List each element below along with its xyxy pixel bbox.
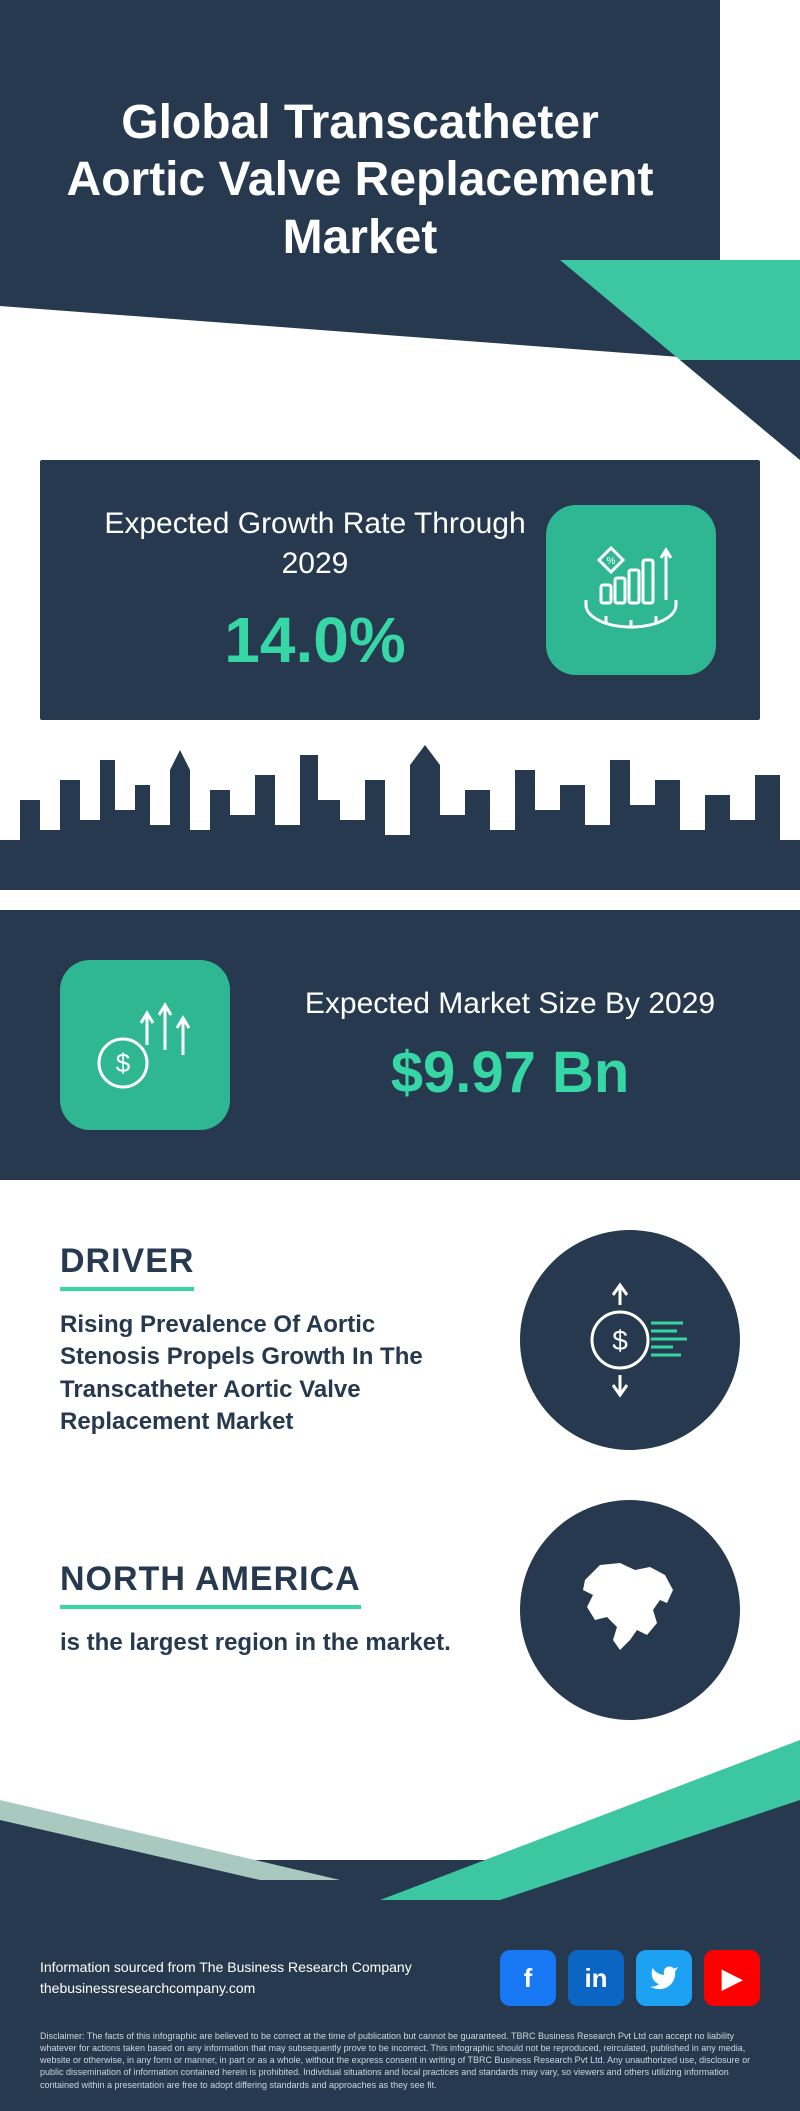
svg-text:%: % — [607, 556, 616, 567]
footer-source-line2: thebusinessresearchcompany.com — [40, 1978, 412, 1999]
info-section: DRIVER Rising Prevalence Of Aortic Steno… — [0, 1180, 800, 1800]
footer-top-row: Information sourced from The Business Re… — [40, 1950, 760, 2006]
driver-text: DRIVER Rising Prevalence Of Aortic Steno… — [60, 1242, 480, 1439]
hero-section: Global Transcatheter Aortic Valve Replac… — [0, 0, 800, 460]
driver-row: DRIVER Rising Prevalence Of Aortic Steno… — [60, 1230, 740, 1450]
facebook-icon[interactable]: f — [500, 1950, 556, 2006]
hero-title: Global Transcatheter Aortic Valve Replac… — [60, 94, 660, 267]
svg-text:$: $ — [612, 1325, 628, 1356]
linkedin-icon[interactable]: in — [568, 1950, 624, 2006]
region-heading: NORTH AMERICA — [60, 1560, 361, 1609]
growth-rate-card: Expected Growth Rate Through 2029 14.0% … — [40, 460, 760, 720]
driver-heading: DRIVER — [60, 1242, 194, 1291]
growth-rate-label: Expected Growth Rate Through 2029 — [84, 504, 546, 585]
footer: Information sourced from The Business Re… — [0, 1860, 800, 2111]
north-america-map-icon — [520, 1500, 740, 1720]
footer-accent-navy-right — [500, 1800, 800, 1900]
infographic-page: Global Transcatheter Aortic Valve Replac… — [0, 0, 800, 2111]
region-row: NORTH AMERICA is the largest region in t… — [60, 1500, 740, 1720]
svg-text:$: $ — [116, 1048, 131, 1078]
footer-accent-left-navy — [0, 1820, 260, 1880]
globe-growth-chart-icon: % — [546, 505, 716, 675]
growth-rate-value: 14.0% — [84, 603, 546, 677]
market-size-label: Expected Market Size By 2029 — [280, 984, 740, 1025]
driver-body: Rising Prevalence Of Aortic Stenosis Pro… — [60, 1309, 480, 1439]
market-size-text: Expected Market Size By 2029 $9.97 Bn — [280, 984, 740, 1106]
growth-rate-text: Expected Growth Rate Through 2029 14.0% — [84, 504, 546, 677]
social-icons: f in ▶ — [500, 1950, 760, 2006]
youtube-icon[interactable]: ▶ — [704, 1950, 760, 2006]
region-body: is the largest region in the market. — [60, 1627, 480, 1659]
footer-disclaimer: Disclaimer: The facts of this infographi… — [40, 2030, 760, 2091]
footer-source: Information sourced from The Business Re… — [40, 1957, 412, 1999]
region-text: NORTH AMERICA is the largest region in t… — [60, 1560, 480, 1659]
market-size-value: $9.97 Bn — [280, 1039, 740, 1106]
dollar-up-arrows-icon: $ — [60, 960, 230, 1130]
footer-source-line1: Information sourced from The Business Re… — [40, 1957, 412, 1978]
twitter-icon[interactable] — [636, 1950, 692, 2006]
dollar-cycle-icon: $ — [520, 1230, 740, 1450]
hero-accent-triangle-right-navy — [680, 360, 800, 460]
skyline-divider — [0, 730, 800, 910]
market-size-card: $ Expected Market Size By 2029 $9.97 Bn — [0, 910, 800, 1180]
